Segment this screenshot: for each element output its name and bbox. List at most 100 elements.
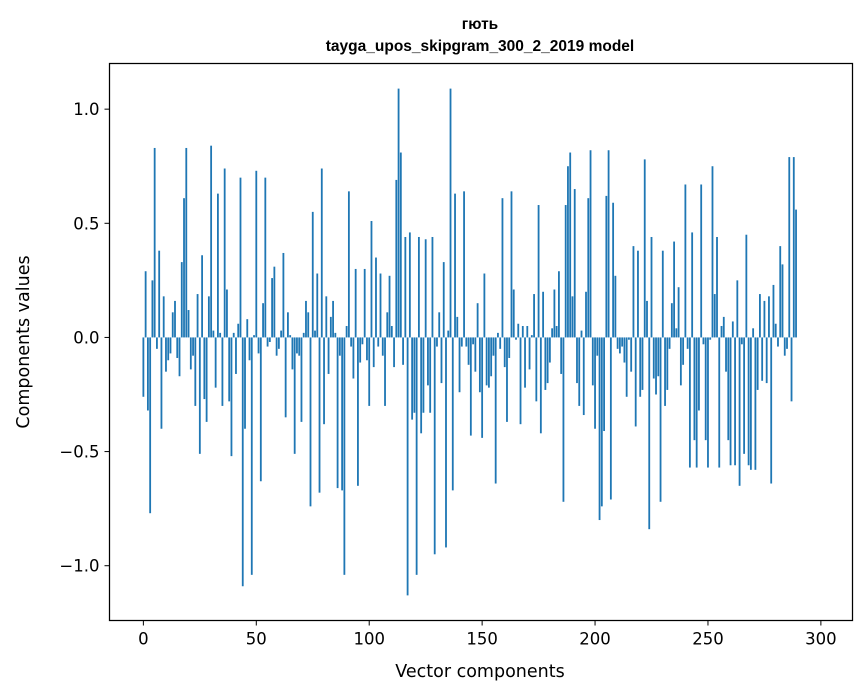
bar-22 [192, 337, 194, 356]
bar-20 [187, 310, 190, 338]
x-tick-label-50: 50 [246, 630, 267, 649]
bar-219 [637, 250, 639, 338]
bar-162 [508, 337, 511, 358]
bar-2 [146, 337, 149, 411]
bar-267 [745, 234, 748, 338]
x-tick-label-300: 300 [805, 630, 837, 649]
bar-179 [546, 337, 549, 384]
bar-119 [411, 337, 414, 420]
bar-256 [720, 326, 723, 338]
bar-255 [718, 337, 721, 468]
bar-266 [743, 337, 746, 454]
bar-86 [336, 337, 339, 489]
bar-76 [314, 330, 316, 338]
bar-106 [381, 337, 384, 356]
bar-252 [711, 166, 714, 338]
bar-206 [607, 150, 610, 338]
bar-18 [183, 198, 185, 338]
bar-224 [648, 337, 651, 530]
bar-51 [257, 337, 260, 354]
bar-259 [727, 337, 730, 441]
bar-98 [363, 268, 366, 338]
bar-114 [399, 152, 402, 338]
bar-155 [492, 337, 495, 356]
bar-152 [485, 337, 488, 386]
bar-165 [515, 337, 517, 340]
bar-128 [431, 236, 434, 338]
bar-8 [160, 337, 163, 429]
bar-92 [350, 337, 353, 347]
bar-202 [598, 337, 601, 521]
bar-176 [539, 337, 542, 434]
bar-262 [734, 337, 736, 466]
bar-254 [716, 236, 718, 338]
x-axis-label: Vector components [395, 662, 564, 682]
bar-13 [171, 312, 174, 338]
bar-53 [262, 303, 264, 338]
bar-146 [472, 337, 474, 345]
bar-273 [759, 294, 761, 338]
bar-26 [201, 255, 203, 338]
bar-74 [309, 337, 312, 507]
bar-264 [738, 337, 741, 486]
bar-63 [284, 337, 287, 418]
bar-243 [691, 232, 694, 338]
bar-189 [569, 152, 572, 338]
bar-148 [476, 303, 479, 338]
x-tick-label-250: 250 [692, 630, 724, 649]
bar-281 [777, 337, 779, 347]
bar-181 [551, 328, 554, 338]
bar-79 [320, 168, 323, 338]
bar-212 [621, 337, 624, 347]
bar-135 [447, 330, 450, 338]
bar-170 [526, 326, 529, 338]
bar-43 [239, 177, 242, 338]
bar-32 [214, 337, 217, 388]
bar-82 [327, 337, 330, 374]
bar-172 [530, 335, 533, 338]
bar-232 [666, 337, 669, 390]
bar-127 [429, 337, 432, 413]
bar-117 [406, 337, 409, 596]
bar-187 [564, 205, 567, 338]
bar-136 [449, 88, 452, 338]
bar-235 [673, 241, 675, 338]
bar-125 [424, 239, 427, 338]
bar-140 [458, 337, 461, 393]
bar-116 [404, 236, 407, 338]
bar-203 [600, 337, 603, 507]
bar-151 [483, 273, 486, 338]
bar-234 [670, 303, 673, 338]
y-axis-ticks: −1.0 −0.5 0.0 0.5 1.0 [59, 100, 110, 576]
y-tick-label-4: 1.0 [73, 100, 99, 119]
bar-225 [650, 236, 653, 338]
bar-175 [537, 205, 540, 338]
bar-242 [688, 337, 691, 468]
bar-4 [151, 280, 154, 338]
bar-122 [417, 236, 420, 338]
bar-94 [354, 268, 357, 338]
bar-7 [158, 250, 161, 338]
bar-102 [372, 337, 375, 368]
bar-107 [384, 337, 386, 406]
bar-218 [634, 337, 637, 427]
bar-163 [510, 191, 513, 338]
bar-41 [235, 337, 237, 374]
bar-14 [174, 300, 176, 338]
bar-0 [142, 337, 145, 397]
y-tick-label-1: −0.5 [59, 443, 99, 462]
bar-196 [585, 291, 587, 338]
bar-38 [228, 337, 231, 402]
bar-66 [291, 337, 294, 370]
bar-70 [300, 337, 303, 422]
bar-210 [616, 337, 619, 349]
bar-12 [169, 337, 172, 354]
x-tick-label-0: 0 [138, 630, 149, 649]
bar-160 [503, 337, 506, 368]
bar-47 [248, 337, 251, 361]
bar-183 [555, 326, 558, 338]
bar-177 [542, 291, 545, 338]
bar-5 [153, 147, 156, 338]
bar-69 [298, 337, 301, 356]
bar-55 [266, 337, 269, 347]
